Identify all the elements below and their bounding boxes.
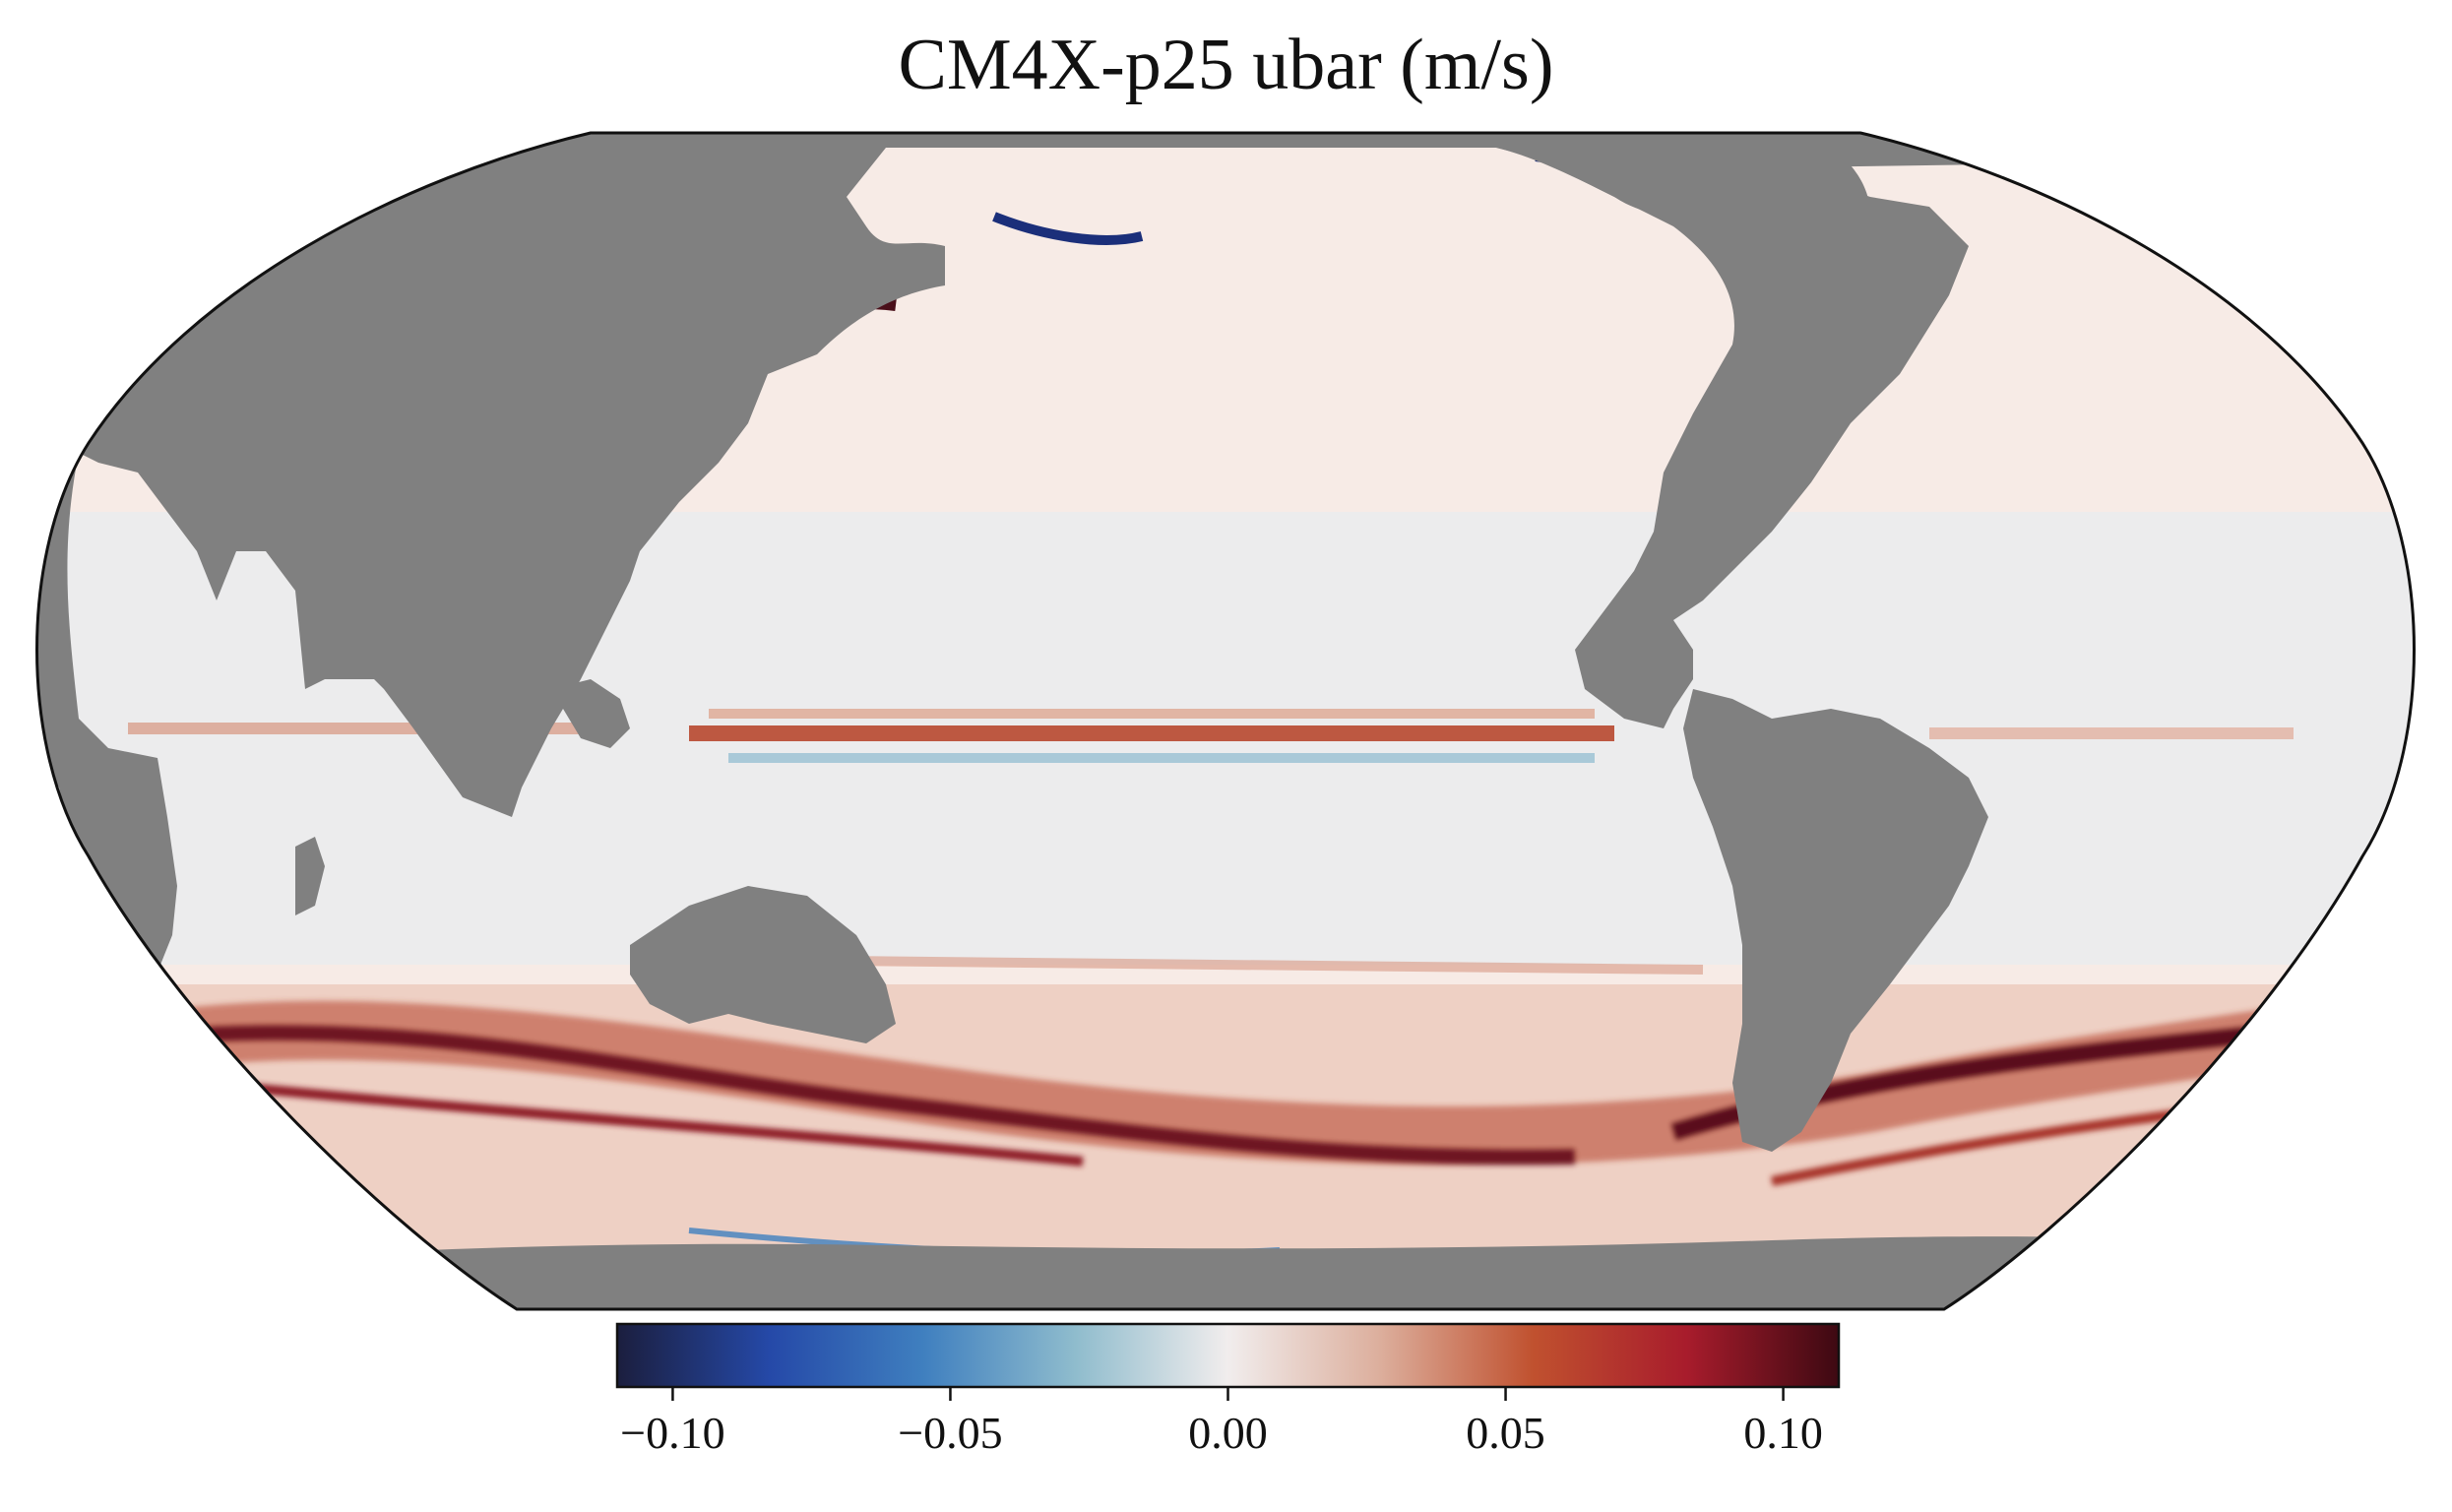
colorbar-ticks: −0.10 −0.05 0.00 0.05 0.10 — [620, 1387, 1823, 1458]
colorbar-tick-label: 0.10 — [1743, 1408, 1823, 1458]
maritime-continent — [551, 679, 630, 748]
equatorial-band — [128, 709, 2294, 975]
australia — [630, 886, 896, 1043]
map-title: CM4X-p25 ubar (m/s) — [898, 25, 1554, 105]
antarctica — [36, 1236, 2415, 1309]
madagascar — [295, 837, 325, 915]
eurasia-africa — [36, 133, 2415, 994]
greenland — [1758, 133, 1871, 282]
north-america — [1496, 148, 1969, 728]
south-america — [1683, 689, 1988, 1152]
colorbar-gradient — [615, 1322, 1841, 1389]
colorbar-tick-label: 0.00 — [1188, 1408, 1268, 1458]
colorbar-tick-label: 0.05 — [1466, 1408, 1545, 1458]
globe-outline — [35, 131, 2416, 1311]
colorbar-tick-label: −0.05 — [898, 1408, 1002, 1458]
land — [36, 133, 2415, 1309]
colorbar — [615, 1322, 1841, 1389]
colorbar-tick-label: −0.10 — [620, 1408, 724, 1458]
